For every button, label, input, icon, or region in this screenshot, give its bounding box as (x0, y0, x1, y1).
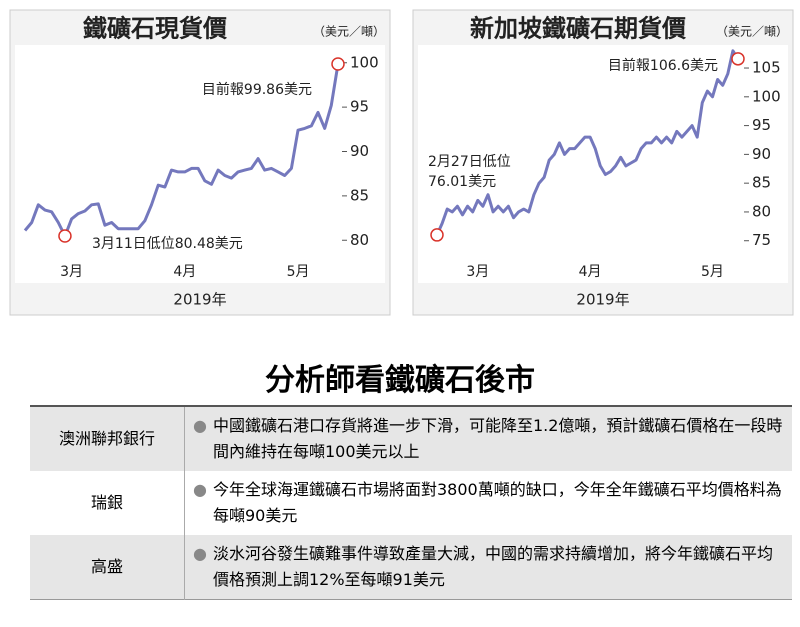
highlight-marker (58, 229, 72, 243)
x-tick-label: 5月 (287, 264, 310, 280)
highlight-marker (331, 57, 345, 71)
table-row: 瑞銀 ● 今年全球海運鐵礦石市場將面對3800萬噸的缺口，今年全年鐵礦石平均價格料為… (30, 471, 792, 535)
annotation: 3月11日低位80.48美元 (92, 236, 243, 252)
y-tick-label: 90 (752, 145, 771, 163)
y-tick-label: 80 (350, 231, 369, 249)
chart-title: 鐵礦石現貨價 (83, 14, 228, 43)
bullet: ● (193, 544, 207, 563)
x-axis-label: 2019年 (173, 291, 226, 309)
plot-area (418, 45, 788, 283)
x-tick-label: 4月 (173, 264, 196, 280)
y-tick-label: 95 (752, 116, 771, 134)
y-tick-label: 95 (350, 98, 369, 116)
y-tick-label: 90 (350, 142, 369, 160)
y-tick-label: 85 (752, 174, 771, 192)
annotation: 目前報106.6美元 (608, 57, 718, 74)
x-tick-label: 3月 (60, 264, 83, 280)
x-tick-label: 4月 (579, 264, 602, 280)
table-row: 高盛 ● 淡水河谷發生礦難事件導致產量大減，中國的需求持續增加，將今年鐵礦石平均價格… (30, 535, 792, 600)
y-tick-label: 105 (752, 59, 781, 77)
forecast-cell: ● 今年全球海運鐵礦石市場將面對3800萬噸的缺口，今年全年鐵礦石平均價格料為每噸… (185, 471, 793, 535)
y-tick-label: 85 (350, 186, 369, 204)
chart-title: 新加坡鐵礦石期貨價 (470, 14, 687, 43)
x-axis-label: 2019年 (576, 291, 629, 309)
highlight-marker (430, 228, 444, 242)
annotation: 目前報99.86美元 (202, 81, 312, 98)
y-tick-label: 75 (752, 231, 771, 249)
x-tick-label: 3月 (466, 264, 489, 280)
bank-name: 澳洲聯邦銀行 (30, 406, 185, 471)
bullet: ● (193, 416, 207, 435)
y-tick-label: 100 (752, 87, 781, 105)
annotation: 76.01美元 (428, 174, 496, 190)
table: 澳洲聯邦銀行 ● 中國鐵礦石港口存貨將進一步下滑，可能降至1.2億噸，預計鐵礦石價格… (30, 405, 792, 600)
bullet: ● (193, 480, 207, 499)
plot-area (15, 45, 385, 283)
table-row: 澳洲聯邦銀行 ● 中國鐵礦石港口存貨將進一步下滑，可能降至1.2億噸，預計鐵礦石價格… (30, 406, 792, 471)
forecast-text: 中國鐵礦石港口存貨將進一步下滑，可能降至1.2億噸，預計鐵礦石價格在一段時間內維… (212, 416, 783, 461)
unit-label: （美元／噸） (313, 25, 385, 39)
y-tick-label: 100 (350, 53, 379, 71)
bank-name: 瑞銀 (30, 471, 185, 535)
forecast-cell: ● 中國鐵礦石港口存貨將進一步下滑，可能降至1.2億噸，預計鐵礦石價格在一段時間內… (184, 406, 792, 471)
annotation: 2月27日低位 (428, 154, 511, 170)
y-tick-label: 80 (752, 202, 771, 220)
forecast-text: 淡水河谷發生礦難事件導致產量大減，中國的需求持續增加，將今年鐵礦石平均價格預測上… (212, 544, 773, 589)
price-line (23, 63, 340, 238)
price-line (435, 49, 740, 236)
x-tick-label: 5月 (701, 264, 724, 280)
bank-name: 高盛 (30, 535, 185, 600)
charts: 鐵礦石現貨價 （美元／噸） 2019年 80 85 90 95 100 3月 4月 5月 目前報99.… (9, 9, 794, 316)
forecast-text: 今年全球海運鐵礦石市場將面對3800萬噸的缺口，今年全年鐵礦石平均價格料為每噸9… (212, 480, 782, 525)
unit-label: （美元／噸） (716, 25, 788, 39)
table-title: 分析師看鐵礦石後市 (265, 363, 535, 398)
forecast-cell: ● 淡水河谷發生礦難事件導致產量大減，中國的需求持續增加，將今年鐵礦石平均價格預測… (184, 535, 792, 600)
highlight-marker (731, 52, 745, 66)
